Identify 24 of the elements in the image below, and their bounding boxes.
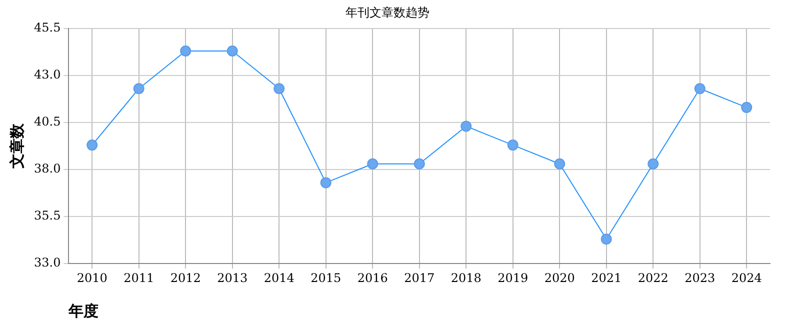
x-tick-label: 2022 <box>638 270 668 285</box>
y-tick-label: 35.5 <box>34 208 61 223</box>
x-tick-label: 2013 <box>217 270 248 285</box>
x-tick-label: 2012 <box>170 270 201 285</box>
y-axis-title: 文章数 <box>8 122 26 170</box>
x-tick-label: 2018 <box>450 270 482 285</box>
x-tick-label: 2024 <box>731 270 762 285</box>
x-tick-label: 2020 <box>544 270 575 285</box>
x-tick-label: 2017 <box>404 270 435 285</box>
y-tick-label: 45.5 <box>34 20 61 35</box>
y-tick-label: 33.0 <box>34 256 61 270</box>
x-tick-label: 2011 <box>124 270 154 285</box>
x-tick-label: 2023 <box>684 270 716 285</box>
x-tick-label: 2014 <box>264 270 295 285</box>
x-tick-label: 2010 <box>76 270 108 285</box>
y-tick-label: 38.0 <box>34 162 61 176</box>
y-tick-label: 43.0 <box>34 68 61 82</box>
y-tick-label: 40.5 <box>34 114 61 129</box>
x-tick-label: 2015 <box>310 270 342 285</box>
chart-title: 年刊文章数趋势 <box>346 5 430 20</box>
x-tick-label: 2016 <box>357 270 388 285</box>
x-tick-label: 2021 <box>591 270 622 285</box>
x-tick-label: 2019 <box>498 270 528 285</box>
x-axis-title: 年度 <box>68 302 99 320</box>
